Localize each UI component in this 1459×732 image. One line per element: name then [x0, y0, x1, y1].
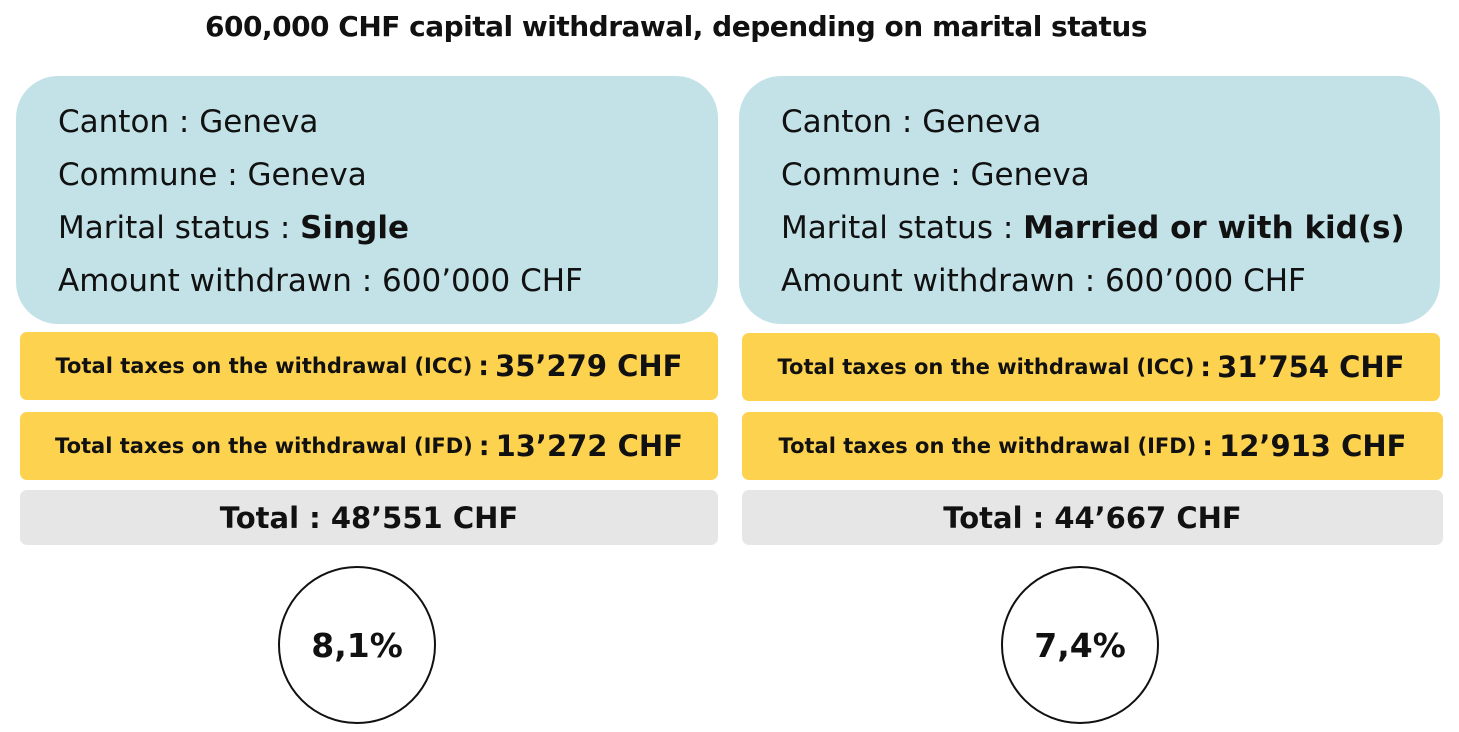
- icc-tax-bar-married: Total taxes on the withdrawal (ICC):31’7…: [742, 333, 1440, 401]
- commune-value: Geneva: [970, 157, 1090, 193]
- marital-status-label: Marital status :: [58, 210, 301, 246]
- canton-line: Canton : Geneva: [781, 96, 1440, 149]
- icc-tax-bar-single: Total taxes on the withdrawal (ICC):35’2…: [20, 332, 718, 400]
- ifd-tax-bar-married: Total taxes on the withdrawal (IFD):12’9…: [742, 412, 1443, 480]
- canton-value: Geneva: [922, 104, 1042, 140]
- amount-label: Amount withdrawn :: [781, 263, 1106, 299]
- rate-circle-married: 7,4%: [1001, 566, 1159, 724]
- ifd-tax-separator: :: [478, 430, 490, 462]
- rate-value: 7,4%: [1034, 625, 1126, 665]
- ifd-tax-label: Total taxes on the withdrawal (IFD): [55, 434, 473, 458]
- icc-tax-separator: :: [1200, 351, 1212, 383]
- rate-value: 8,1%: [311, 625, 403, 665]
- commune-label: Commune :: [58, 157, 248, 193]
- total-bar-married: Total : 44’667 CHF: [742, 490, 1443, 545]
- info-box-single: Canton : Geneva Commune : Geneva Marital…: [16, 76, 718, 324]
- commune-value: Geneva: [247, 157, 367, 193]
- ifd-tax-label: Total taxes on the withdrawal (IFD): [778, 434, 1197, 458]
- canton-label: Canton :: [58, 104, 200, 140]
- icc-tax-label: Total taxes on the withdrawal (ICC): [777, 355, 1195, 379]
- canton-line: Canton : Geneva: [58, 96, 718, 149]
- commune-label: Commune :: [781, 157, 971, 193]
- amount-line: Amount withdrawn : 600’000 CHF: [781, 255, 1440, 308]
- amount-value: 600’000 CHF: [1105, 263, 1306, 299]
- marital-status-label: Marital status :: [781, 210, 1024, 246]
- total-text: Total : 48’551 CHF: [219, 500, 519, 535]
- marital-status-value: Married or with kid(s): [1023, 210, 1405, 246]
- page-title: 600,000 CHF capital withdrawal, dependin…: [205, 10, 1147, 43]
- marital-status-value: Single: [300, 210, 410, 246]
- ifd-tax-value: 12’913 CHF: [1219, 429, 1407, 463]
- marital-status-line: Marital status : Married or with kid(s): [781, 202, 1440, 255]
- icc-tax-label: Total taxes on the withdrawal (ICC): [55, 354, 473, 378]
- rate-circle-single: 8,1%: [278, 566, 436, 724]
- total-bar-single: Total : 48’551 CHF: [20, 490, 718, 545]
- amount-line: Amount withdrawn : 600’000 CHF: [58, 255, 718, 308]
- amount-label: Amount withdrawn :: [58, 263, 383, 299]
- icc-tax-value: 35’279 CHF: [495, 349, 683, 383]
- icc-tax-value: 31’754 CHF: [1217, 350, 1405, 384]
- ifd-tax-bar-single: Total taxes on the withdrawal (IFD):13’2…: [20, 412, 718, 480]
- icc-tax-separator: :: [478, 350, 490, 382]
- canton-label: Canton :: [781, 104, 923, 140]
- amount-value: 600’000 CHF: [382, 263, 583, 299]
- info-box-married: Canton : Geneva Commune : Geneva Marital…: [739, 76, 1440, 324]
- ifd-tax-separator: :: [1202, 430, 1214, 462]
- commune-line: Commune : Geneva: [58, 149, 718, 202]
- total-text: Total : 44’667 CHF: [943, 500, 1242, 535]
- ifd-tax-value: 13’272 CHF: [495, 429, 683, 463]
- canton-value: Geneva: [199, 104, 319, 140]
- commune-line: Commune : Geneva: [781, 149, 1440, 202]
- marital-status-line: Marital status : Single: [58, 202, 718, 255]
